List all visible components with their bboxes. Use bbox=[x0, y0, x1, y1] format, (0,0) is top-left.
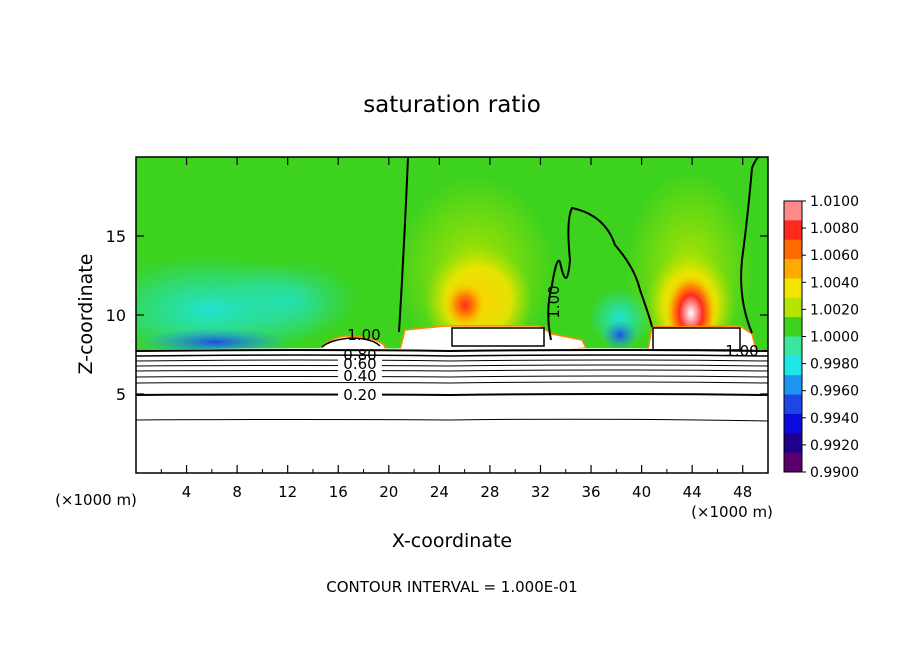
contour-line-h5 bbox=[136, 369, 768, 372]
field-region-orange-1 bbox=[443, 275, 487, 325]
colorbar-tick-label: 1.0000 bbox=[810, 330, 859, 346]
colorbar-segment bbox=[784, 201, 802, 221]
colorbar-tick-label: 0.9900 bbox=[810, 465, 859, 481]
contour-label-0-60: 0.60 bbox=[343, 355, 376, 373]
colorbar-segment bbox=[784, 452, 802, 473]
x-tick-label: 24 bbox=[430, 483, 449, 501]
contour-line-cloud-2 bbox=[451, 327, 545, 347]
contour-line-h7 bbox=[136, 381, 768, 384]
contour-line-h6 bbox=[136, 375, 768, 378]
colorbar-segment bbox=[784, 239, 802, 260]
contour-label-0-20: 0.20 bbox=[343, 386, 376, 404]
y-axis: 5 10 15 bbox=[106, 227, 768, 404]
contour-labels: 0.20 0.40 0.60 0.80 1.00 1.00 1.00 bbox=[338, 285, 759, 404]
y-tick-label: 5 bbox=[116, 385, 126, 404]
x-axis-title: X-coordinate bbox=[392, 530, 512, 552]
colorbar-segment bbox=[784, 413, 802, 434]
field-region-lower-white bbox=[136, 348, 768, 473]
colorbar-tick-label: 1.0100 bbox=[810, 194, 859, 210]
colorbar-segment bbox=[784, 355, 802, 376]
plot-area bbox=[136, 157, 768, 473]
y-tick-label: 15 bbox=[106, 227, 126, 246]
colorbar-tick-label: 1.0020 bbox=[810, 302, 859, 318]
colorbar-segment bbox=[784, 259, 802, 279]
colorbar-tick-label: 1.0040 bbox=[810, 275, 859, 291]
colorbar-tick-label: 0.9980 bbox=[810, 357, 859, 373]
y-tick-label: 10 bbox=[106, 306, 126, 325]
x-tick-label: 20 bbox=[379, 483, 398, 501]
field-region-blue-right bbox=[602, 320, 638, 350]
colorbar-segment bbox=[784, 394, 802, 415]
x-tick-label: 16 bbox=[329, 483, 348, 501]
x-axis: 4 8 12 16 20 24 28 32 36 40 44 48 bbox=[160, 157, 752, 501]
colorbar-segment bbox=[784, 375, 802, 396]
colorbar-tick-label: 1.0060 bbox=[810, 248, 859, 264]
contour-interval-label: CONTOUR INTERVAL = 1.000E-01 bbox=[326, 578, 577, 596]
colorbar-segment bbox=[784, 220, 802, 241]
contour-label-1-00-right: 1.00 bbox=[725, 342, 758, 360]
x-tick-label: 28 bbox=[480, 483, 499, 501]
field-region-cyan-mid bbox=[220, 260, 360, 340]
x-tick-label: 12 bbox=[278, 483, 297, 501]
colorbar-segment bbox=[784, 433, 802, 454]
contour-line-h2 bbox=[136, 354, 768, 357]
x-tick-label: 8 bbox=[232, 483, 242, 501]
x-unit-label-left: (×1000 m) bbox=[55, 491, 137, 509]
contour-line-h3 bbox=[136, 359, 768, 362]
contour-line-cloud-1 bbox=[321, 337, 381, 348]
contour-line-1-00-a bbox=[398, 157, 409, 333]
contour-line-h9 bbox=[136, 418, 768, 422]
contour-label-0-40: 0.40 bbox=[343, 367, 376, 385]
x-tick-label: 4 bbox=[182, 483, 192, 501]
colorbar-tick-label: 0.9920 bbox=[810, 438, 859, 454]
colorbar-tick-label: 0.9960 bbox=[810, 384, 859, 400]
colorbar-segment bbox=[784, 336, 802, 357]
contour-line-h8 bbox=[136, 393, 768, 397]
x-tick-label: 36 bbox=[581, 483, 600, 501]
colorbar-tick-label: 0.9940 bbox=[810, 411, 859, 427]
x-tick-label: 32 bbox=[531, 483, 550, 501]
x-tick-label: 44 bbox=[683, 483, 702, 501]
colorbar-segment bbox=[784, 297, 802, 318]
x-unit-label-right: (×1000 m) bbox=[691, 503, 773, 521]
contour-label-1-00-vertical: 1.00 bbox=[545, 285, 563, 318]
contour-label-0-80: 0.80 bbox=[343, 346, 376, 364]
contour-line-h4 bbox=[136, 364, 768, 367]
colorbar: 1.0100 1.0080 1.0060 1.0040 1.0020 1.0000 0.99… bbox=[783, 194, 859, 481]
colorbar-segment bbox=[784, 317, 802, 337]
chart-title: saturation ratio bbox=[363, 92, 541, 118]
contour-line-1-00-c bbox=[740, 157, 760, 334]
contour-label-1-00-low: 1.00 bbox=[347, 326, 380, 344]
x-tick-label: 48 bbox=[733, 483, 752, 501]
contour-line-1-00-b bbox=[547, 206, 653, 341]
contour-line-h1 bbox=[136, 349, 768, 353]
colorbar-segment bbox=[784, 278, 802, 299]
x-tick-label: 40 bbox=[632, 483, 651, 501]
colorbar-tick-label: 1.0080 bbox=[810, 221, 859, 237]
y-axis-title: Z-coordinate bbox=[75, 254, 97, 375]
field-region-red-2 bbox=[665, 265, 717, 345]
